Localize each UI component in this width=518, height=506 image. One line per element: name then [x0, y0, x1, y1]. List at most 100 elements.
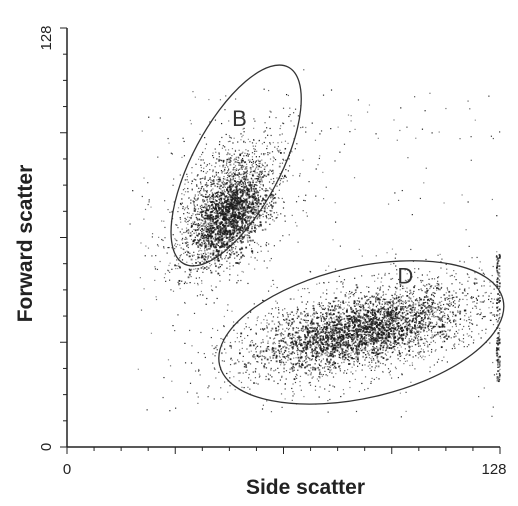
data-point — [264, 122, 266, 124]
data-point — [213, 212, 215, 214]
data-point — [227, 191, 230, 194]
data-point — [349, 321, 351, 323]
data-point — [357, 300, 359, 302]
data-point — [227, 174, 229, 176]
data-point — [229, 265, 231, 267]
data-point — [358, 362, 361, 365]
data-point — [437, 288, 440, 291]
data-point — [280, 348, 283, 350]
data-point — [245, 171, 247, 174]
data-point — [227, 218, 230, 221]
data-point — [325, 363, 327, 365]
data-point — [392, 335, 394, 337]
data-point — [263, 141, 265, 144]
data-point — [269, 356, 271, 358]
data-point — [454, 300, 456, 302]
data-point — [289, 371, 291, 374]
data-point — [228, 253, 231, 255]
data-point — [191, 262, 193, 265]
data-point — [422, 319, 424, 321]
data-point — [236, 232, 239, 235]
data-point — [234, 171, 236, 173]
data-point — [293, 112, 295, 114]
data-point — [377, 337, 379, 339]
data-point — [250, 190, 253, 192]
data-point — [301, 344, 303, 347]
data-point — [202, 198, 204, 201]
data-point — [209, 206, 211, 208]
data-point — [395, 368, 397, 370]
data-point — [417, 312, 420, 315]
data-point — [232, 167, 235, 169]
data-point — [253, 211, 255, 213]
data-point — [176, 259, 178, 261]
data-point — [394, 321, 397, 323]
data-point — [229, 231, 232, 234]
data-point — [226, 162, 228, 164]
data-point — [318, 356, 320, 358]
data-point — [264, 328, 266, 330]
data-point — [234, 212, 236, 214]
data-point — [320, 365, 322, 367]
data-point — [390, 337, 392, 339]
data-point — [199, 181, 202, 183]
data-point — [404, 269, 406, 271]
data-point — [375, 318, 377, 320]
data-point — [222, 202, 224, 205]
data-point — [259, 217, 261, 219]
data-point — [228, 157, 230, 159]
data-point — [197, 284, 199, 286]
data-point — [218, 160, 220, 162]
data-point — [221, 210, 223, 213]
data-point — [221, 208, 224, 211]
data-point — [478, 333, 480, 335]
data-point — [434, 302, 436, 305]
data-point — [313, 307, 315, 309]
data-point — [254, 231, 256, 233]
data-point — [272, 172, 275, 174]
data-point — [363, 309, 365, 311]
data-point — [236, 206, 239, 209]
data-point — [197, 191, 199, 193]
data-point — [372, 308, 374, 310]
data-point — [431, 337, 433, 340]
data-point — [354, 301, 356, 303]
data-point — [386, 320, 388, 322]
data-point — [197, 210, 199, 213]
data-point — [197, 241, 200, 244]
data-point — [436, 315, 439, 318]
data-point — [282, 107, 285, 109]
data-point — [341, 281, 343, 283]
data-point — [328, 336, 331, 338]
data-point — [356, 320, 358, 323]
data-point — [233, 252, 236, 255]
data-point — [212, 179, 214, 182]
data-point — [292, 383, 294, 385]
data-point — [216, 211, 219, 214]
data-point — [320, 355, 322, 357]
data-point — [334, 355, 336, 357]
data-point — [356, 303, 358, 305]
data-point — [204, 215, 206, 217]
data-point — [324, 332, 327, 335]
data-point — [316, 312, 319, 315]
data-point — [268, 312, 270, 314]
data-point — [427, 283, 430, 285]
data-point — [206, 226, 209, 228]
data-point — [429, 366, 431, 368]
data-point — [239, 201, 242, 204]
data-point — [343, 307, 345, 309]
data-point — [330, 329, 332, 331]
data-point — [342, 348, 344, 350]
data-point — [238, 173, 241, 175]
data-point — [362, 304, 364, 306]
data-point — [444, 337, 446, 339]
data-point — [432, 312, 434, 315]
data-point — [231, 310, 233, 312]
data-point — [349, 296, 351, 298]
data-point — [194, 221, 196, 223]
data-point — [199, 205, 202, 207]
data-point — [188, 228, 190, 231]
data-point — [407, 269, 409, 271]
data-point — [181, 237, 184, 240]
